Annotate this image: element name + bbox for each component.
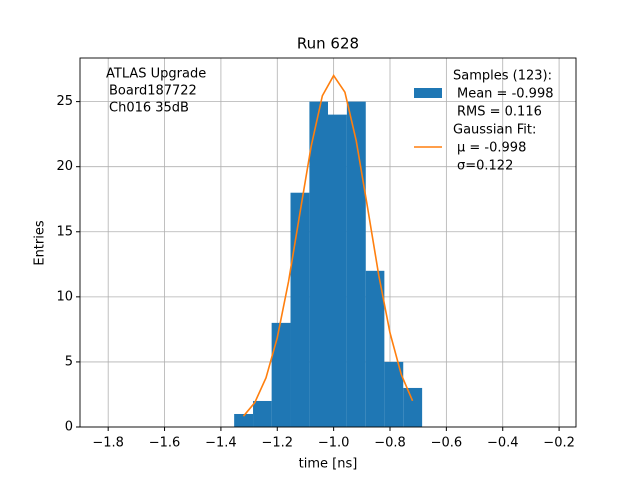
x-tick-label: −1.4 xyxy=(205,436,237,451)
y-tick-label: 5 xyxy=(65,354,73,369)
legend-swatch xyxy=(414,88,442,98)
legend-label: μ = -0.998 xyxy=(457,141,526,156)
y-tick-label: 10 xyxy=(56,289,73,304)
histogram-bar xyxy=(309,101,328,427)
annotation: ATLAS Upgrade xyxy=(106,67,206,82)
histogram-bar xyxy=(328,114,347,427)
legend-label: σ=0.122 xyxy=(457,159,513,174)
legend-label: Samples (123): xyxy=(453,69,552,84)
histogram-bar xyxy=(290,192,310,427)
legend-label: Gaussian Fit: xyxy=(453,123,536,138)
x-tick-label: −0.8 xyxy=(374,436,406,451)
x-tick-label: −1.6 xyxy=(149,436,181,451)
x-tick-label: −0.4 xyxy=(487,436,519,451)
x-tick-label: −1.0 xyxy=(318,436,350,451)
annotation: Board187722 xyxy=(109,84,197,99)
y-tick-label: 0 xyxy=(65,420,73,435)
histogram-bar xyxy=(365,270,385,427)
x-tick-label: −1.8 xyxy=(92,436,124,451)
fit-line xyxy=(242,74,414,417)
y-axis-label: Entries xyxy=(33,220,48,266)
histogram-bar xyxy=(346,101,366,427)
y-tick-label: 15 xyxy=(56,224,73,239)
histogram-bar xyxy=(253,400,272,427)
histogram-bar xyxy=(234,413,254,427)
plot-frame xyxy=(79,57,577,428)
histogram-bar xyxy=(403,387,423,427)
annotation: Ch016 35dB xyxy=(109,101,189,116)
chart-title: Run 628 xyxy=(297,35,359,53)
x-tick-label: −0.2 xyxy=(543,436,575,451)
legend-label: RMS = 0.116 xyxy=(457,105,542,120)
x-axis-label: time [ns] xyxy=(299,457,358,472)
histogram-bar xyxy=(271,322,291,427)
histogram-bar xyxy=(384,361,404,427)
y-tick-label: 25 xyxy=(56,94,73,109)
x-tick-label: −0.6 xyxy=(431,436,463,451)
legend-label: Mean = -0.998 xyxy=(457,87,553,102)
y-tick-label: 20 xyxy=(56,159,73,174)
x-tick-label: −1.2 xyxy=(261,436,293,451)
